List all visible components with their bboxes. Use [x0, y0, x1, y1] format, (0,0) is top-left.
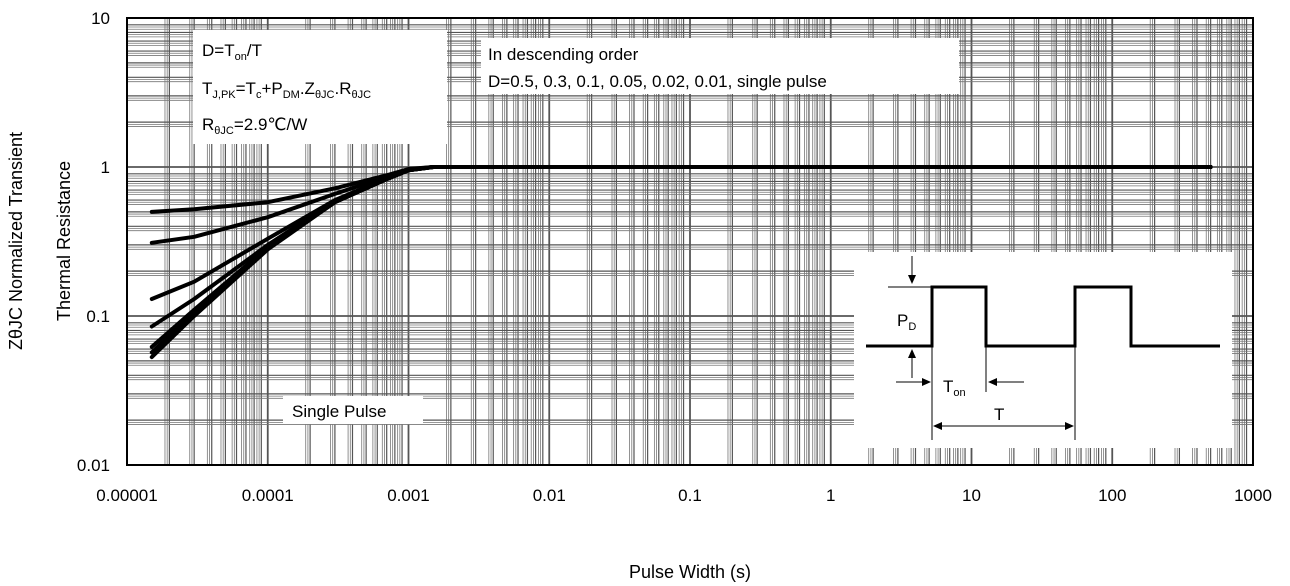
single-pulse-label: Single Pulse: [283, 396, 423, 424]
x-tick-label: 0.00001: [96, 486, 157, 505]
y-tick-label: 10: [91, 9, 110, 28]
x-tick-label: 1000: [1234, 486, 1272, 505]
x-tick-label: 10: [962, 486, 981, 505]
curve-single-pulse: [149, 165, 1213, 360]
t-label: T: [994, 405, 1004, 424]
x-tick-label: 1: [826, 486, 835, 505]
svg-text:D=0.5, 0.3, 0.1, 0.05, 0.02, 0: D=0.5, 0.3, 0.1, 0.05, 0.02, 0.01, singl…: [488, 72, 827, 91]
pulse-waveform: [866, 285, 1220, 348]
formula-box: D=Ton/T TJ,PK=Tc+PDM.ZθJC.RθJC RθJC=2.9℃…: [193, 30, 447, 144]
x-tick-label: 0.001: [387, 486, 430, 505]
svg-text:Single Pulse: Single Pulse: [292, 402, 387, 421]
ton-label: Ton: [943, 377, 966, 399]
order-box: In descending order D=0.5, 0.3, 0.1, 0.0…: [481, 38, 959, 94]
x-tick-label: 0.01: [533, 486, 566, 505]
pulse-waveform-inset: PD Ton T: [854, 252, 1232, 448]
y-tick-labels: 0.01 0.1 1 10: [77, 9, 110, 475]
pd-label: PD: [897, 311, 916, 333]
y-tick-label: 0.1: [86, 307, 110, 326]
plot-frame: [126, 17, 1254, 466]
curve-group: [149, 165, 1213, 360]
svg-text:TJ,PK=Tc+PDM.ZθJC.RθJC: TJ,PK=Tc+PDM.ZθJC.RθJC: [202, 79, 371, 101]
svg-text:In descending order: In descending order: [488, 45, 639, 64]
x-tick-label: 0.0001: [242, 486, 294, 505]
y-axis-title-line1: ZθJC Normalized Transient: [6, 132, 26, 350]
y-axis-title-line2: Thermal Resistance: [54, 161, 74, 321]
svg-text:RθJC=2.9℃/W: RθJC=2.9℃/W: [202, 115, 307, 137]
x-tick-label: 0.1: [678, 486, 702, 505]
x-tick-labels: 0.00001 0.0001 0.001 0.01 0.1 1 10 100 1000: [96, 486, 1272, 505]
y-tick-label: 1: [101, 158, 110, 177]
y-tick-label: 0.01: [77, 456, 110, 475]
x-tick-label: 100: [1098, 486, 1126, 505]
x-axis-title: Pulse Width (s): [629, 562, 751, 582]
svg-text:D=Ton/T: D=Ton/T: [202, 41, 262, 63]
